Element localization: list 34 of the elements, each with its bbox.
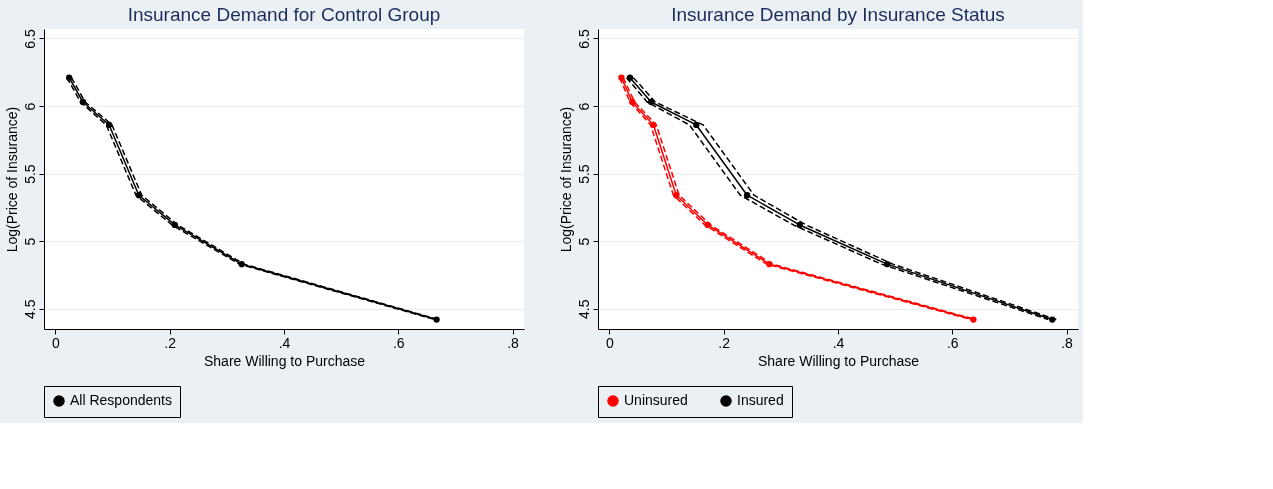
x-tick-label: .6 (946, 334, 959, 351)
y-tick-label: 5.5 (575, 164, 592, 184)
y-tick-label: 6.5 (21, 29, 38, 49)
x-tick-label: .6 (392, 334, 405, 351)
y-tick-label: 6 (575, 102, 592, 111)
x-tick-label: .4 (832, 334, 845, 351)
x-tick-label: 0 (606, 334, 615, 351)
y-tick-label: 6.5 (575, 29, 592, 49)
chart-title: Insurance Demand for Control Group (127, 3, 441, 25)
y-tick-label: 5.5 (21, 164, 38, 184)
x-tick-label: .4 (278, 334, 291, 351)
chart-title: Insurance Demand by Insurance Status (671, 3, 1005, 25)
point (626, 74, 634, 81)
y-axis-title: Log(Price of Insurance) (557, 106, 574, 253)
x-axis-title: Share Willing to Purchase (757, 352, 920, 369)
point (743, 192, 751, 199)
legend-label: All Respondents (70, 392, 172, 408)
point (796, 221, 803, 229)
point (970, 316, 977, 323)
y-tick-label: 5 (21, 237, 38, 246)
y-axis-title: Log(Price of Insurance) (3, 106, 20, 253)
legend-label: Uninsured (624, 392, 688, 408)
point (693, 121, 700, 129)
x-tick-label: .8 (1061, 334, 1074, 351)
x-tick-label: .8 (507, 334, 520, 351)
x-axis-title: Share Willing to Purchase (203, 352, 366, 369)
x-tick-label: 0 (52, 334, 61, 351)
y-tick-label: 5 (575, 237, 592, 246)
x-tick-label: .2 (164, 334, 177, 351)
y-tick-label: 4.5 (575, 299, 592, 319)
y-tick-label: 6 (21, 102, 38, 111)
y-tick-label: 4.5 (21, 299, 38, 319)
legend-label: Insured (737, 392, 784, 408)
x-tick-label: .2 (718, 334, 731, 351)
